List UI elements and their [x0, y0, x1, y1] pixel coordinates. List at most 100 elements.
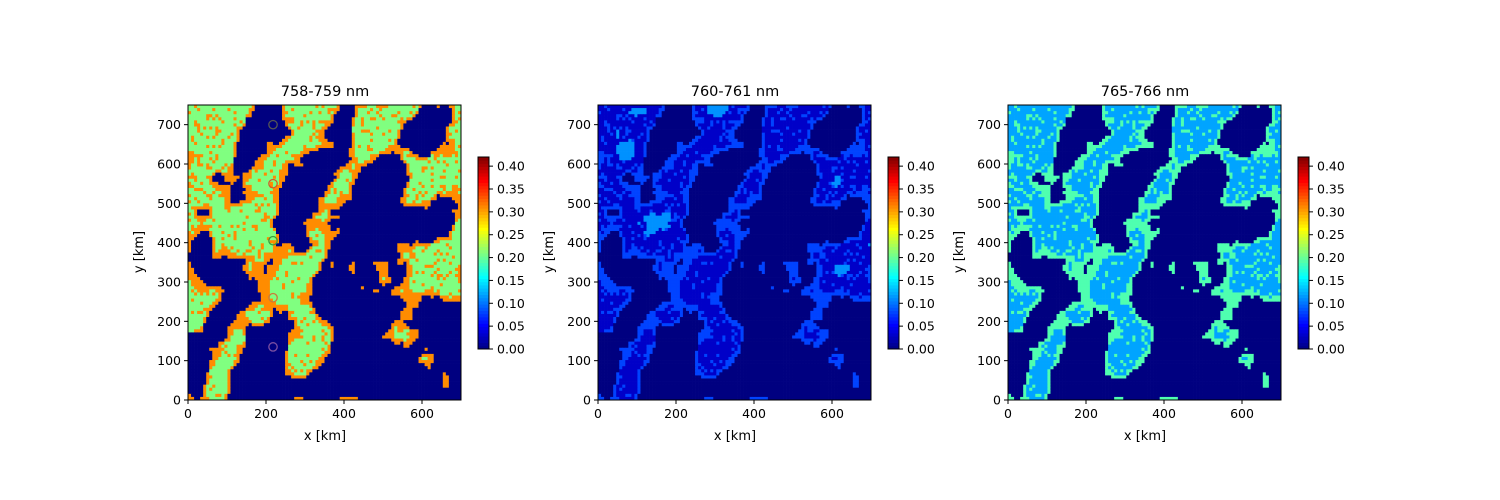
heatmap-cell	[391, 123, 394, 126]
heatmap-cell	[394, 151, 397, 154]
heatmap-cell	[230, 108, 233, 111]
heatmap-cell	[385, 163, 388, 166]
heatmap-cell	[300, 173, 303, 176]
heatmap-cell	[243, 123, 246, 126]
heatmap-cell	[452, 163, 455, 166]
heatmap-cell	[240, 176, 243, 179]
heatmap-cell	[285, 108, 288, 111]
heatmap-cell	[367, 151, 370, 154]
heatmap-cell	[425, 108, 428, 111]
heatmap-cell	[409, 114, 412, 117]
heatmap-cell	[270, 130, 273, 133]
heatmap-cell	[394, 160, 397, 163]
heatmap-cell	[409, 105, 412, 108]
heatmap-cell	[328, 133, 331, 136]
heatmap-cell	[385, 136, 388, 139]
heatmap-cell	[428, 114, 431, 117]
heatmap-cell	[394, 123, 397, 126]
heatmap-cell	[446, 105, 449, 108]
heatmap-cell	[428, 145, 431, 148]
heatmap-cell	[240, 133, 243, 136]
heatmap-cell	[370, 123, 373, 126]
heatmap-cell	[406, 160, 409, 163]
heatmap-cell	[203, 163, 206, 166]
heatmap-cell	[215, 163, 218, 166]
heatmap-cell	[328, 173, 331, 176]
heatmap-cell	[191, 157, 194, 160]
heatmap-cell	[437, 136, 440, 139]
heatmap-cell	[197, 145, 200, 148]
heatmap-cell	[376, 166, 379, 169]
heatmap-cell	[255, 157, 258, 160]
heatmap-cell	[358, 151, 361, 154]
heatmap-cell	[394, 133, 397, 136]
heatmap-cell	[264, 130, 267, 133]
heatmap-cell	[224, 160, 227, 163]
heatmap-cell	[337, 123, 340, 126]
heatmap-cell	[349, 157, 352, 160]
heatmap-cell	[409, 170, 412, 173]
heatmap-cell	[297, 163, 300, 166]
heatmap-cell	[291, 166, 294, 169]
heatmap-cell	[188, 108, 191, 111]
heatmap-cell	[343, 145, 346, 148]
heatmap-cell	[400, 151, 403, 154]
heatmap-cell	[400, 170, 403, 173]
heatmap-cell	[312, 114, 315, 117]
heatmap-cell	[315, 120, 318, 123]
heatmap-cell	[419, 123, 422, 126]
heatmap-cell	[227, 114, 230, 117]
heatmap-cell	[218, 166, 221, 169]
heatmap-cell	[391, 114, 394, 117]
heatmap-cell	[416, 127, 419, 130]
heatmap-cell	[419, 133, 422, 136]
heatmap-cell	[209, 170, 212, 173]
heatmap-cell	[246, 160, 249, 163]
heatmap-cell	[406, 151, 409, 154]
heatmap-cell	[355, 173, 358, 176]
heatmap-cell	[215, 139, 218, 142]
heatmap-cell	[425, 163, 428, 166]
heatmap-cell	[431, 127, 434, 130]
heatmap-cell	[349, 160, 352, 163]
heatmap-cell	[412, 130, 415, 133]
heatmap-cell	[412, 151, 415, 154]
heatmap-cell	[318, 148, 321, 151]
heatmap-cell	[206, 163, 209, 166]
heatmap-cell	[188, 139, 191, 142]
heatmap-cell	[224, 127, 227, 130]
heatmap-cell	[431, 163, 434, 166]
heatmap-cell	[273, 142, 276, 145]
heatmap-cell	[397, 170, 400, 173]
heatmap-cell	[282, 173, 285, 176]
heatmap-cell	[425, 120, 428, 123]
heatmap-cell	[188, 145, 191, 148]
heatmap-cell	[364, 120, 367, 123]
heatmap-cell	[312, 133, 315, 136]
heatmap-cell	[237, 136, 240, 139]
heatmap-cell	[331, 127, 334, 130]
heatmap-cell	[261, 148, 264, 151]
heatmap-cell	[406, 127, 409, 130]
heatmap-cell	[203, 130, 206, 133]
heatmap-cell	[331, 170, 334, 173]
heatmap-cell	[328, 139, 331, 142]
heatmap-cell	[379, 139, 382, 142]
heatmap-cell	[312, 145, 315, 148]
heatmap-cell	[321, 142, 324, 145]
heatmap-cell	[334, 127, 337, 130]
heatmap-cell	[416, 111, 419, 114]
heatmap-cell	[388, 108, 391, 111]
heatmap-cell	[267, 163, 270, 166]
heatmap-cell	[403, 166, 406, 169]
heatmap-cell	[246, 130, 249, 133]
heatmap-cell	[234, 114, 237, 117]
heatmap-cell	[425, 154, 428, 157]
heatmap-cell	[403, 170, 406, 173]
heatmap-cell	[200, 120, 203, 123]
heatmap-cell	[328, 136, 331, 139]
heatmap-cell	[437, 151, 440, 154]
heatmap-cell	[358, 166, 361, 169]
heatmap-cell	[400, 120, 403, 123]
heatmap-cell	[246, 157, 249, 160]
